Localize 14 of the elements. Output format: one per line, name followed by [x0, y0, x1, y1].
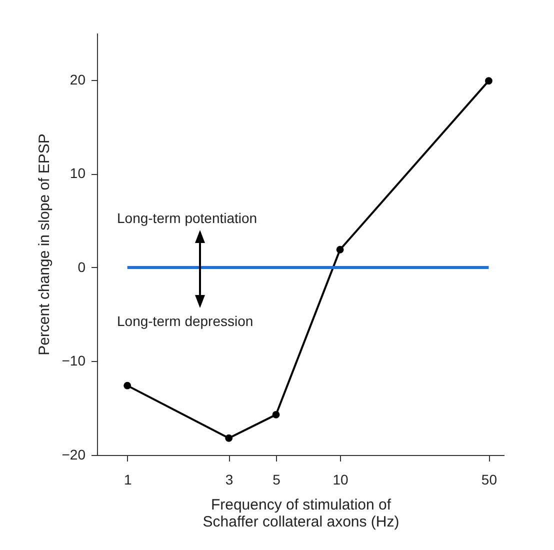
y-tick-label: −20: [62, 446, 86, 462]
y-tick-label: 10: [70, 165, 86, 182]
x-tick-label: 1: [124, 472, 132, 488]
y-tick-label: −10: [62, 352, 86, 369]
x-tick-label: 5: [272, 472, 281, 488]
x-tick-label: 3: [225, 472, 234, 488]
x-tick-label: 10: [332, 472, 349, 488]
annotation: Long-term depression: [117, 313, 254, 329]
y-axis-title: Percent change in slope of EPSP: [36, 134, 53, 356]
x-axis-title: Frequency of stimulation of Schaffer collateral axons (Hz): [202, 496, 400, 530]
y-tick-label: 0: [78, 258, 86, 275]
annotation: Long-term potentiation: [117, 210, 258, 226]
y-tick-label: 20: [70, 71, 86, 88]
x-tick-label: 50: [481, 472, 498, 488]
